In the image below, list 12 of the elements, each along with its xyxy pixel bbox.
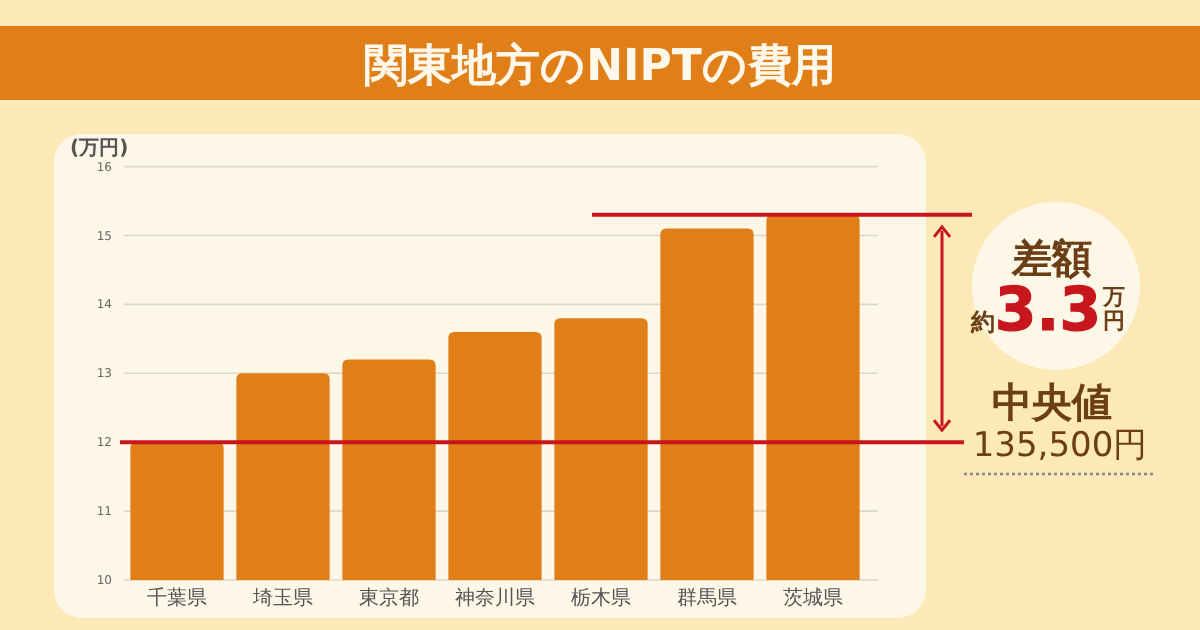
chart-title: 関東地方のNIPTの費用	[364, 40, 836, 92]
x-tick-label: 群馬県	[677, 586, 737, 610]
y-axis-title: (万円)	[70, 138, 129, 160]
text: 中央値	[992, 378, 1112, 426]
x-tick-label: 神奈川県	[455, 586, 535, 610]
x-tick-label: 千葉県	[147, 586, 207, 610]
x-tick-label: 茨城県	[783, 586, 843, 610]
x-tick-label: 東京都	[359, 586, 419, 610]
text: 差額	[1010, 234, 1092, 282]
text: 135,500円	[972, 426, 1148, 466]
x-tick-label: 埼玉県	[251, 586, 313, 610]
x-tick-label: 栃木県	[571, 586, 631, 610]
